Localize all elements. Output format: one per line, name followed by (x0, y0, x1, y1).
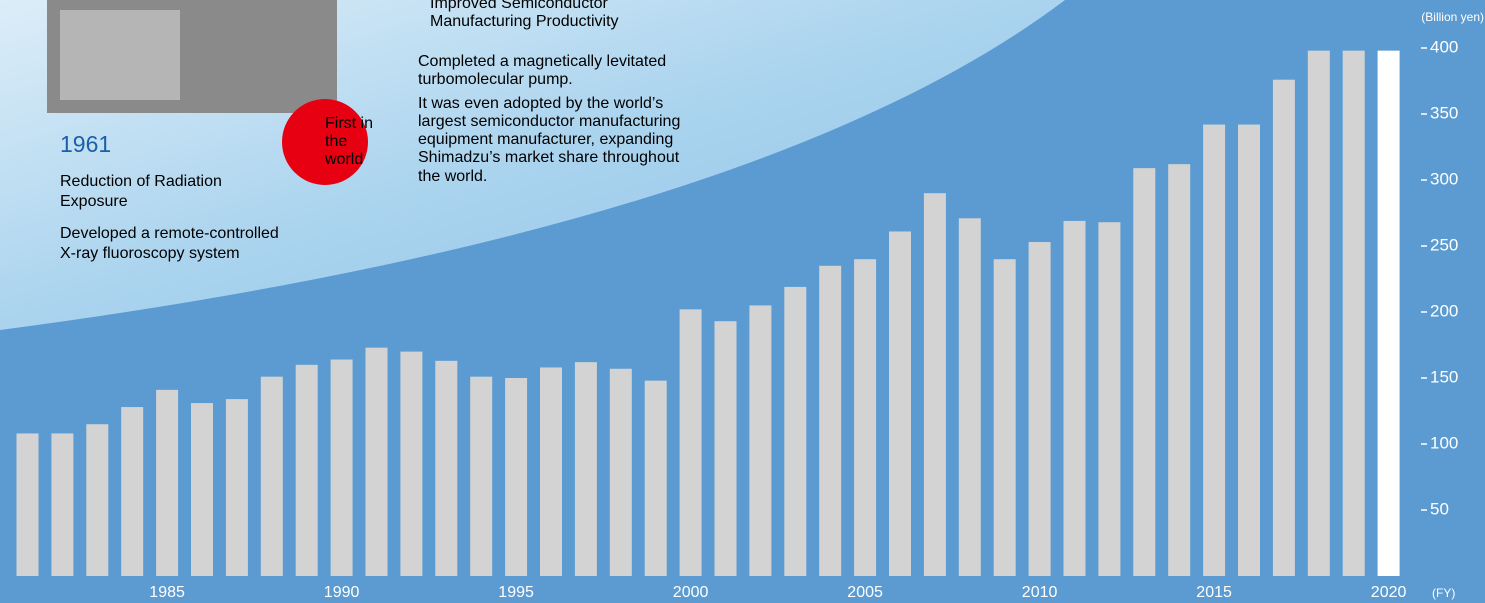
bar (505, 378, 528, 576)
y-tick-label: 50 (1430, 499, 1449, 518)
x-tick-label: 2015 (1196, 584, 1232, 601)
bar (784, 286, 807, 576)
bar (16, 433, 39, 576)
milestone-title: Exposure (60, 193, 128, 210)
bar (819, 265, 842, 576)
bar (1307, 50, 1330, 576)
bar (295, 364, 318, 576)
bar (644, 380, 667, 576)
bar (470, 376, 493, 576)
badge-text: world (324, 151, 363, 168)
y-tick-label: 250 (1430, 235, 1458, 254)
y-tick-label: 200 (1430, 301, 1458, 320)
y-axis-label: (Billion yen) (1421, 10, 1484, 24)
bar (1133, 168, 1156, 576)
bar (679, 309, 702, 576)
bar (51, 433, 74, 576)
badge-text: First in (325, 115, 373, 132)
x-tick-label: 2005 (847, 584, 883, 601)
bar (923, 193, 946, 576)
milestone-text: largest semiconductor manufacturing (418, 113, 680, 130)
bar (889, 231, 911, 577)
bar (86, 424, 109, 576)
y-tick-label: 150 (1430, 367, 1458, 386)
bar (1203, 124, 1226, 576)
bar (435, 360, 458, 576)
bar (1168, 164, 1191, 576)
bar (1272, 79, 1295, 577)
milestone-text: equipment manufacturer, expanding (418, 131, 673, 148)
milestone-title: Reduction of Radiation (60, 173, 222, 190)
x-tick-label: 1985 (149, 584, 185, 601)
x-tick-label: 2010 (1022, 584, 1058, 601)
y-tick-label: 400 (1430, 37, 1458, 56)
bar (714, 321, 737, 576)
milestone-title: Manufacturing Productivity (430, 13, 619, 30)
x-tick-label: 1990 (324, 584, 360, 601)
milestone-year: 1961 (60, 131, 111, 157)
bar (121, 407, 144, 576)
milestone-text: turbomolecular pump. (418, 71, 573, 88)
milestone-text: X-ray fluoroscopy system (60, 245, 240, 262)
milestone-text: It was even adopted by the world’s (418, 95, 663, 112)
bar (749, 305, 772, 576)
bar (1098, 222, 1121, 577)
bar (330, 359, 353, 576)
x-axis-label: (FY) (1432, 586, 1455, 600)
photo-detail (60, 10, 180, 100)
y-tick-label: 350 (1430, 103, 1458, 122)
bar (156, 389, 179, 576)
bar (1028, 242, 1051, 577)
bar (400, 351, 423, 576)
y-tick-label: 300 (1430, 169, 1458, 188)
milestone-text: Shimadzu’s market share throughout (418, 149, 680, 166)
x-tick-label: 2020 (1371, 584, 1407, 601)
bar (574, 362, 597, 576)
y-tick-label: 100 (1430, 433, 1458, 452)
bar (365, 347, 388, 576)
bar (609, 368, 632, 576)
bar (540, 367, 562, 576)
bar (1342, 50, 1365, 576)
bar (260, 376, 283, 576)
bar (225, 399, 248, 576)
milestone-text: the world. (418, 168, 487, 185)
bar (1238, 124, 1260, 576)
bar (854, 259, 877, 576)
milestone-text: Developed a remote-controlled (60, 225, 279, 242)
bar (958, 218, 981, 576)
x-tick-label: 1995 (498, 584, 534, 601)
bar (993, 259, 1016, 576)
badge-text: the (325, 133, 347, 150)
x-tick-label: 2000 (673, 584, 709, 601)
bar (191, 403, 213, 576)
badge (282, 99, 368, 185)
bar (1063, 220, 1086, 577)
bar (1377, 50, 1400, 576)
milestone-text: Completed a magnetically levitated (418, 53, 666, 70)
milestone-title: Improved Semiconductor (430, 0, 609, 12)
